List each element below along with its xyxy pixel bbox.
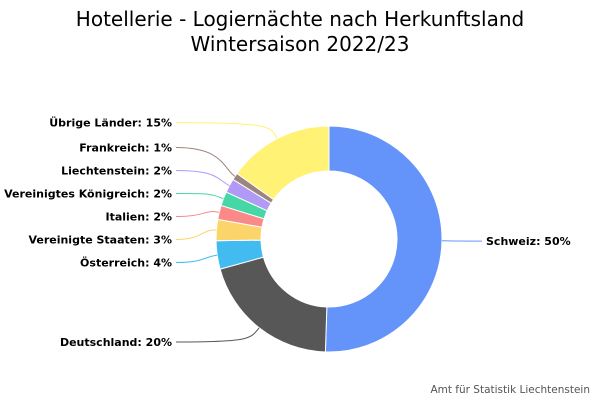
label-deutschland: Deutschland: 20%	[60, 336, 172, 349]
connector-oesterreich	[175, 254, 218, 264]
connector-uebrige-laender	[175, 122, 278, 139]
connector-liechtenstein	[175, 170, 230, 187]
label-schweiz: Schweiz: 50%	[486, 235, 571, 248]
chart-title-line-2: Wintersaison 2022/23	[190, 32, 410, 56]
label-italien: Italien: 2%	[105, 211, 172, 224]
slice-deutschland[interactable]	[219, 256, 328, 353]
label-vereinigte-staaten: Vereinigte Staaten: 3%	[28, 234, 172, 247]
label-liechtenstein: Liechtenstein: 2%	[61, 165, 172, 178]
slice-schweiz[interactable]	[324, 125, 443, 353]
connector-deutschland	[175, 327, 260, 343]
slice-uebrige-laender[interactable]	[236, 125, 330, 201]
connector-italien	[175, 211, 220, 218]
label-frankreich: Frankreich: 1%	[79, 142, 172, 155]
chart-title-line-1: Hotellerie - Logiernächte nach Herkunfts…	[75, 7, 525, 31]
label-vereinigtes-koenigreich: Vereinigtes Königreich: 2%	[4, 188, 172, 201]
label-uebrige-laender: Übrige Länder: 15%	[49, 116, 172, 130]
chart-title: Hotellerie - Logiernächte nach Herkunfts…	[0, 7, 600, 57]
connector-frankreich	[175, 147, 236, 177]
source-credit: Amt für Statistik Liechtenstein	[430, 384, 590, 396]
connector-vereinigtes-koenigreich	[175, 193, 224, 200]
connector-vereinigte-staaten	[175, 229, 217, 241]
label-oesterreich: Österreich: 4%	[80, 256, 172, 270]
